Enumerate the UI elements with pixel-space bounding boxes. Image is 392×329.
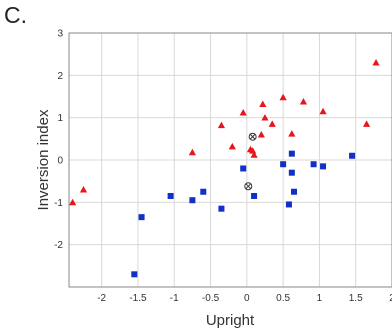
triangle-point: [250, 151, 258, 158]
square-point: [291, 188, 298, 195]
square-point: [320, 163, 327, 170]
square-point: [251, 192, 258, 199]
triangle-point: [319, 107, 327, 115]
panel-label: C.: [4, 2, 27, 28]
square-point: [310, 161, 317, 168]
triangle-point: [261, 114, 269, 121]
grid-layer: [69, 32, 392, 287]
x-tick-label: -0.5: [202, 293, 220, 304]
triangle-point: [228, 142, 236, 150]
square-point: [218, 205, 225, 212]
x-tick-label: 2: [389, 293, 392, 304]
x-axis-title: Upright: [206, 312, 255, 329]
triangle-point: [268, 120, 276, 127]
circled-x-stroke: [245, 183, 252, 190]
x-tick-label: 1.5: [349, 293, 363, 304]
triangle-point: [188, 148, 196, 156]
triangle-point: [249, 147, 257, 154]
x-tick-label: 1: [317, 293, 323, 304]
y-tick-label: -1: [54, 198, 63, 209]
tick-layer: -2 -1.5 -1 -0.5 0 0.5 1 1.5 2 3 2 1 0 -1 -2: [54, 29, 392, 305]
square-point: [131, 271, 138, 278]
y-tick-label: 1: [57, 113, 63, 124]
triangle-point: [239, 108, 247, 116]
circled-x-stroke: [249, 133, 256, 140]
triangle-point: [217, 121, 226, 129]
square-point: [167, 192, 174, 199]
y-tick-label: 3: [57, 29, 63, 40]
triangle-point: [362, 120, 371, 127]
y-axis-title: Inversion index: [35, 109, 52, 210]
x-tick-label: 0: [244, 293, 250, 304]
points-layer: [69, 59, 380, 278]
y-tick-label: 2: [57, 71, 63, 82]
circled-x-point: [244, 182, 253, 191]
y-tick-label: -2: [54, 240, 63, 251]
square-point: [200, 188, 207, 195]
triangle-point: [288, 130, 296, 137]
y-tick-label: 0: [57, 156, 63, 167]
triangle-point: [372, 59, 380, 66]
square-point: [189, 197, 196, 204]
x-tick-label: 0.5: [276, 293, 290, 304]
square-point: [288, 150, 295, 157]
square-point: [240, 165, 247, 172]
triangle-point: [257, 131, 265, 138]
square-point: [285, 201, 292, 208]
square-point: [288, 169, 295, 176]
x-tick-label: -1: [170, 293, 179, 304]
plot-frame: [68, 32, 392, 288]
square-point: [280, 161, 287, 168]
triangle-point: [279, 93, 287, 101]
triangle-point: [299, 97, 308, 105]
x-tick-label: -2: [97, 293, 106, 304]
x-tick-label: -1.5: [129, 293, 147, 304]
square-point: [138, 214, 145, 221]
triangle-point: [69, 198, 77, 206]
triangle-point: [259, 100, 267, 107]
square-point: [349, 152, 356, 159]
circled-x-point: [248, 132, 257, 141]
triangle-point: [79, 186, 88, 193]
